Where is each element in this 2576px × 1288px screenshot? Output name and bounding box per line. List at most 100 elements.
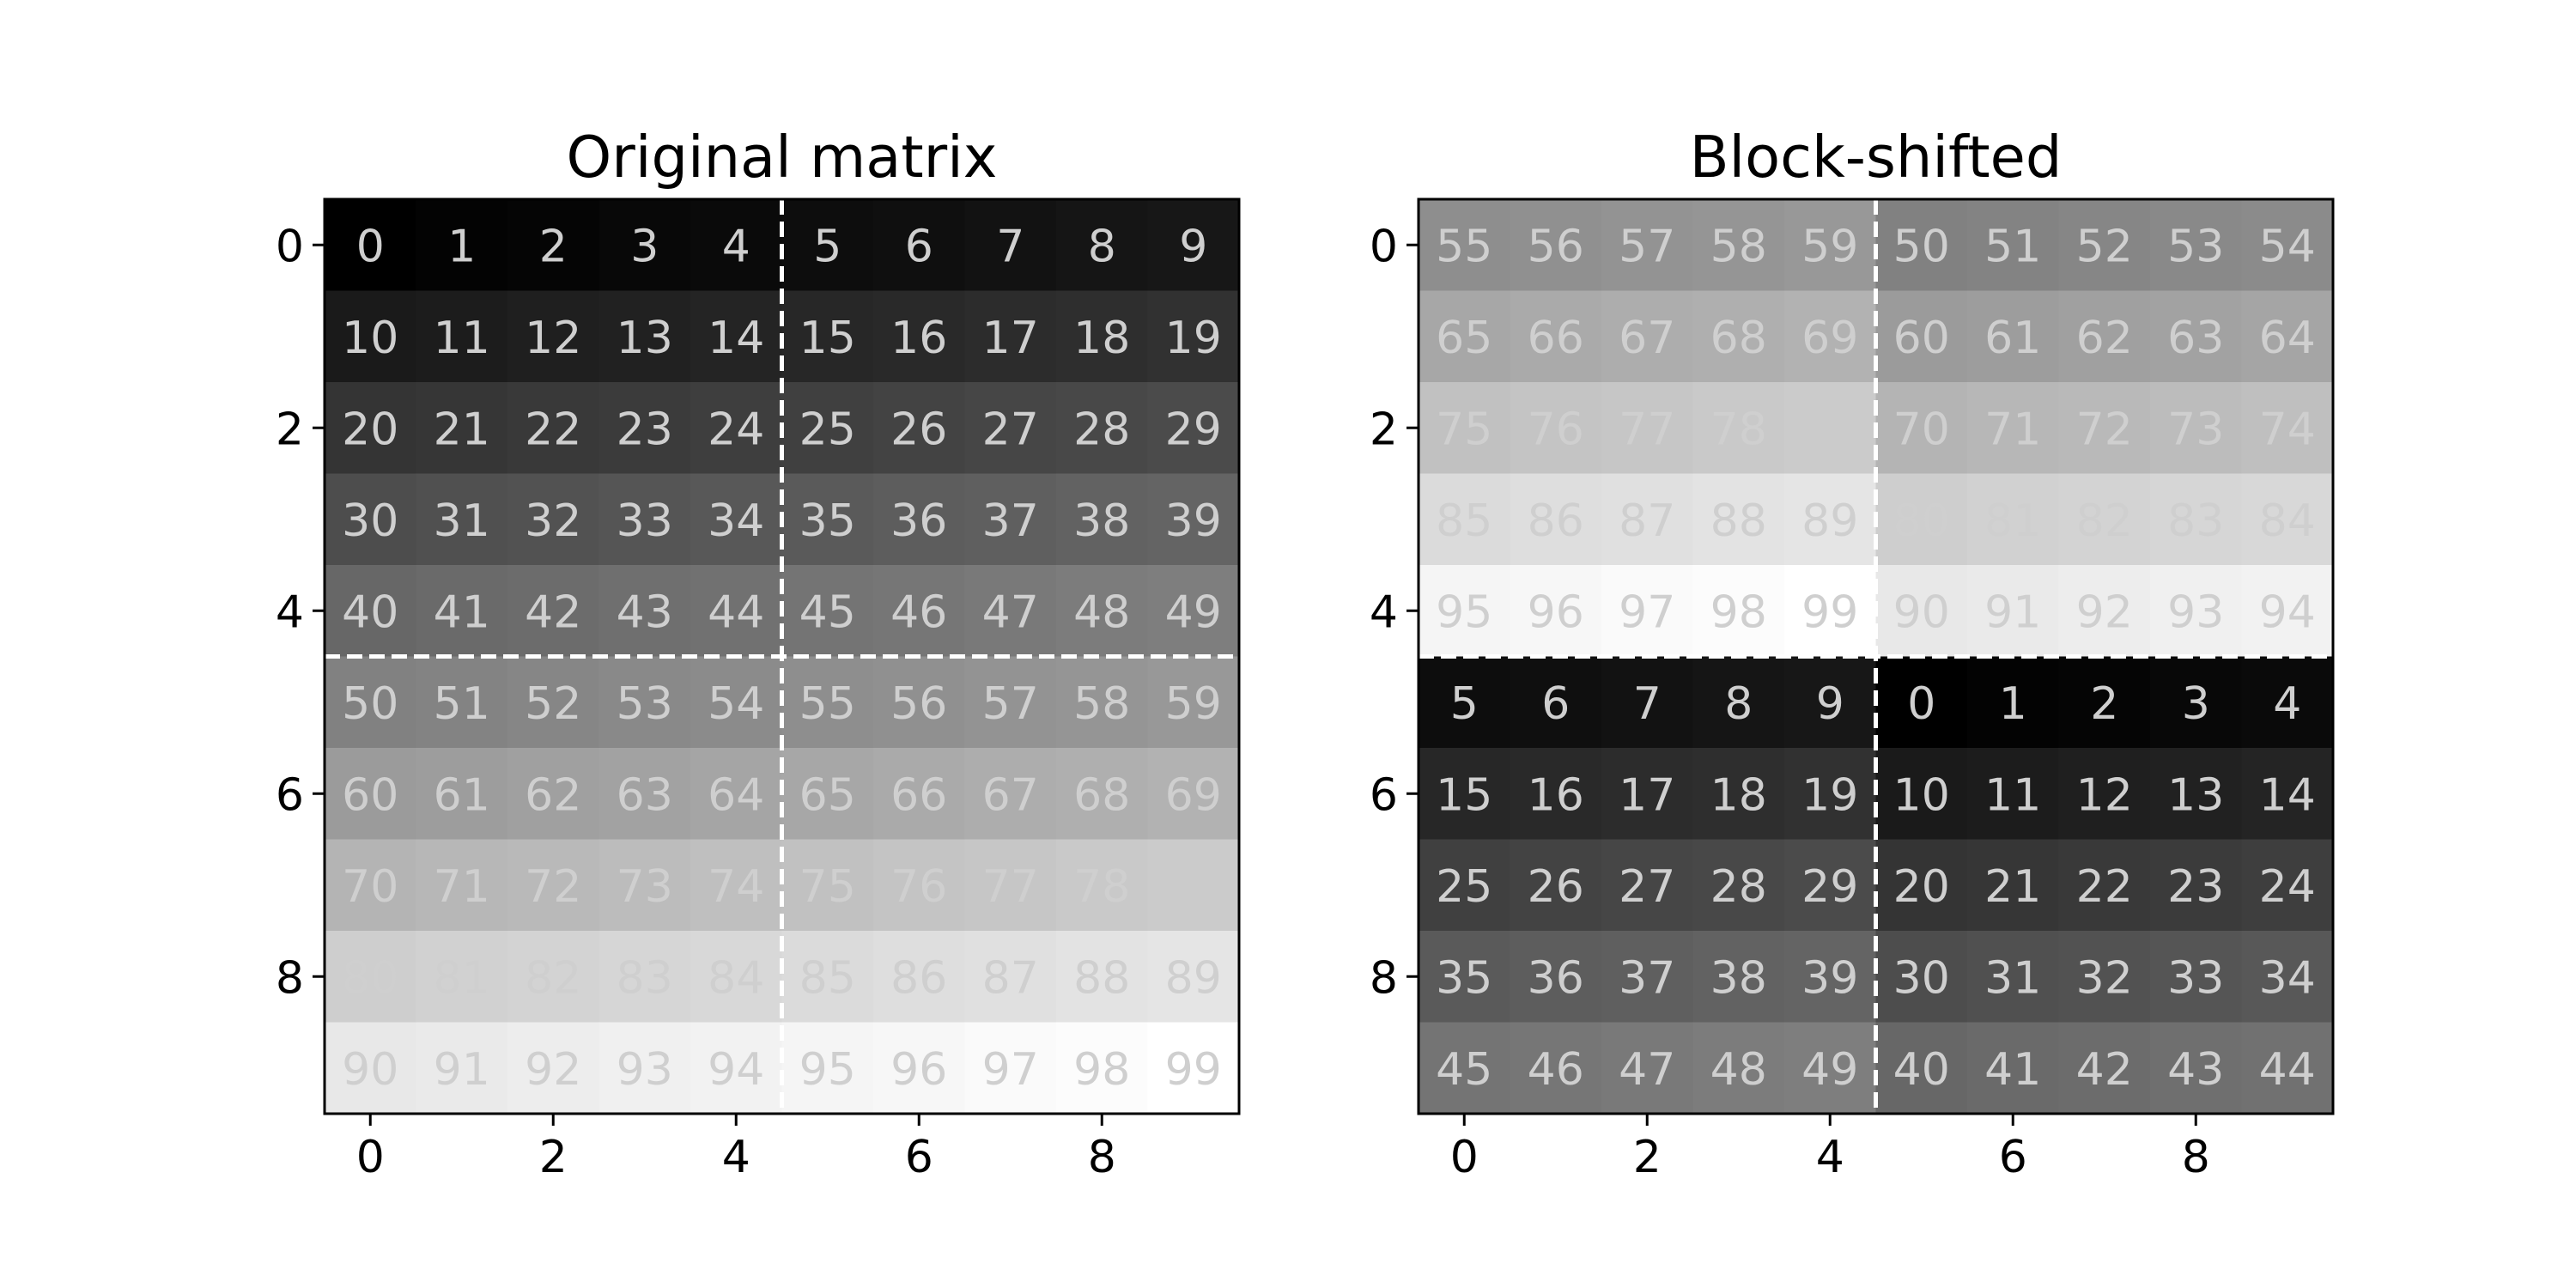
shifted-cell-2-6 [1967, 382, 2060, 475]
original-cell-label-1-1: 11 [434, 313, 490, 364]
shifted-cell-3-3 [1692, 473, 1785, 566]
shifted-cell-label-4-5: 90 [1893, 586, 1950, 638]
original-cell-label-0-8: 8 [1088, 221, 1116, 272]
original-cell-1-8 [1056, 290, 1149, 383]
shifted-cell-label-1-6: 61 [1984, 313, 2041, 364]
original-cell-4-2 [507, 565, 600, 658]
shifted-x-tick-label-0: 0 [1450, 1132, 1479, 1183]
original-cell-label-9-1: 91 [434, 1044, 490, 1096]
original-cell-8-8 [1056, 931, 1149, 1024]
original-cell-label-9-9: 99 [1165, 1044, 1222, 1096]
original-cell-3-0 [325, 473, 417, 566]
original-y-tick-label-6: 6 [276, 769, 304, 821]
shifted-cell-label-7-3: 28 [1710, 861, 1767, 913]
shifted-cell-label-7-1: 26 [1528, 861, 1584, 913]
original-cell-1-0 [325, 290, 417, 383]
shifted-cell-label-4-0: 95 [1436, 586, 1492, 638]
original-cell-label-8-2: 82 [525, 952, 581, 1004]
shifted-cell-8-9 [2241, 931, 2334, 1024]
original-cell-6-8 [1056, 748, 1149, 841]
shifted-cell-8-7 [2058, 931, 2151, 1024]
shifted-cell-3-4 [1784, 473, 1877, 566]
shifted-cell-label-3-3: 88 [1710, 495, 1767, 547]
original-cell-5-3 [598, 656, 691, 749]
original-cell-label-9-2: 92 [525, 1044, 581, 1096]
shifted-cell-7-6 [1967, 839, 2060, 932]
shifted-cell-2-8 [2150, 382, 2243, 475]
original-cell-label-7-1: 71 [434, 861, 490, 913]
original-cell-label-6-0: 60 [342, 769, 398, 821]
original-cell-label-6-1: 61 [434, 769, 490, 821]
original-cell-2-1 [416, 382, 508, 475]
shifted-cell-9-4 [1784, 1022, 1877, 1115]
original-y-tick-label-0: 0 [276, 221, 304, 272]
original-cell-2-5 [781, 382, 874, 475]
shifted-cell-2-5 [1875, 382, 1968, 475]
shifted-cell-2-4 [1784, 382, 1877, 475]
original-cell-8-4 [690, 931, 783, 1024]
original-cell-2-7 [964, 382, 1057, 475]
shifted-cell-label-6-7: 12 [2076, 769, 2133, 821]
shifted-cell-label-7-5: 20 [1893, 861, 1950, 913]
shifted-cell-0-1 [1510, 199, 1602, 292]
original-cell-label-2-3: 23 [617, 404, 673, 455]
shifted-cell-label-4-4: 99 [1801, 586, 1858, 638]
shifted-cell-label-6-1: 16 [1528, 769, 1584, 821]
shifted-cell-label-4-2: 97 [1619, 586, 1675, 638]
original-cell-label-4-7: 47 [982, 586, 1039, 638]
shifted-cell-label-0-5: 50 [1893, 221, 1950, 272]
shifted-cell-8-2 [1601, 931, 1694, 1024]
shifted-cell-label-1-9: 64 [2259, 313, 2316, 364]
shifted-cell-label-5-2: 7 [1633, 678, 1662, 730]
original-cell-label-2-7: 27 [982, 404, 1039, 455]
shifted-cell-8-5 [1875, 931, 1968, 1024]
shifted-cell-label-2-8: 73 [2167, 404, 2224, 455]
shifted-cell-2-7 [2058, 382, 2151, 475]
original-cell-label-9-5: 95 [799, 1044, 856, 1096]
original-cell-label-3-0: 30 [342, 495, 398, 547]
shifted-cell-8-4 [1784, 931, 1877, 1024]
shifted-cell-label-8-9: 34 [2259, 952, 2316, 1004]
original-cell-label-9-7: 97 [982, 1044, 1039, 1096]
shifted-cell-label-7-0: 25 [1436, 861, 1492, 913]
shifted-cell-label-9-3: 48 [1710, 1044, 1767, 1096]
original-cell-5-5 [781, 656, 874, 749]
original-cell-7-4 [690, 839, 783, 932]
original-cell-label-8-6: 86 [890, 952, 947, 1004]
original-cell-label-8-4: 84 [708, 952, 764, 1004]
shifted-cell-2-1 [1510, 382, 1602, 475]
original-cell-6-4 [690, 748, 783, 841]
shifted-cell-label-8-4: 39 [1801, 952, 1858, 1004]
shifted-cell-4-5 [1875, 565, 1968, 658]
shifted-cell-label-5-3: 8 [1724, 678, 1753, 730]
original-cell-7-8 [1056, 839, 1149, 932]
shifted-cell-6-3 [1692, 748, 1785, 841]
shifted-cell-label-3-9: 84 [2259, 495, 2316, 547]
original-cell-label-1-7: 17 [982, 313, 1039, 364]
shifted-cell-label-3-7: 82 [2076, 495, 2133, 547]
shifted-cell-label-9-1: 46 [1528, 1044, 1584, 1096]
shifted-cell-9-1 [1510, 1022, 1602, 1115]
original-cell-label-4-6: 46 [890, 586, 947, 638]
shifted-cell-8-3 [1692, 931, 1785, 1024]
shifted-x-tick-label-4: 4 [1816, 1132, 1844, 1183]
original-cell-8-0 [325, 931, 417, 1024]
original-cell-1-6 [873, 290, 966, 383]
original-cell-label-1-5: 15 [799, 313, 856, 364]
original-x-tick-label-2: 2 [539, 1132, 568, 1183]
shifted-cell-1-1 [1510, 290, 1602, 383]
shifted-cell-7-5 [1875, 839, 1968, 932]
original-cell-9-5 [781, 1022, 874, 1115]
shifted-cell-5-3 [1692, 656, 1785, 749]
shifted-cell-label-0-2: 57 [1619, 221, 1675, 272]
original-cell-3-5 [781, 473, 874, 566]
shifted-cell-2-3 [1692, 382, 1785, 475]
shifted-cell-6-2 [1601, 748, 1694, 841]
shifted-cell-label-2-1: 76 [1528, 404, 1584, 455]
shifted-cell-6-1 [1510, 748, 1602, 841]
shifted-cell-6-9 [2241, 748, 2334, 841]
shifted-cell-7-7 [2058, 839, 2151, 932]
original-y-tick-label-8: 8 [276, 952, 304, 1004]
original-cell-label-5-6: 56 [890, 678, 947, 730]
